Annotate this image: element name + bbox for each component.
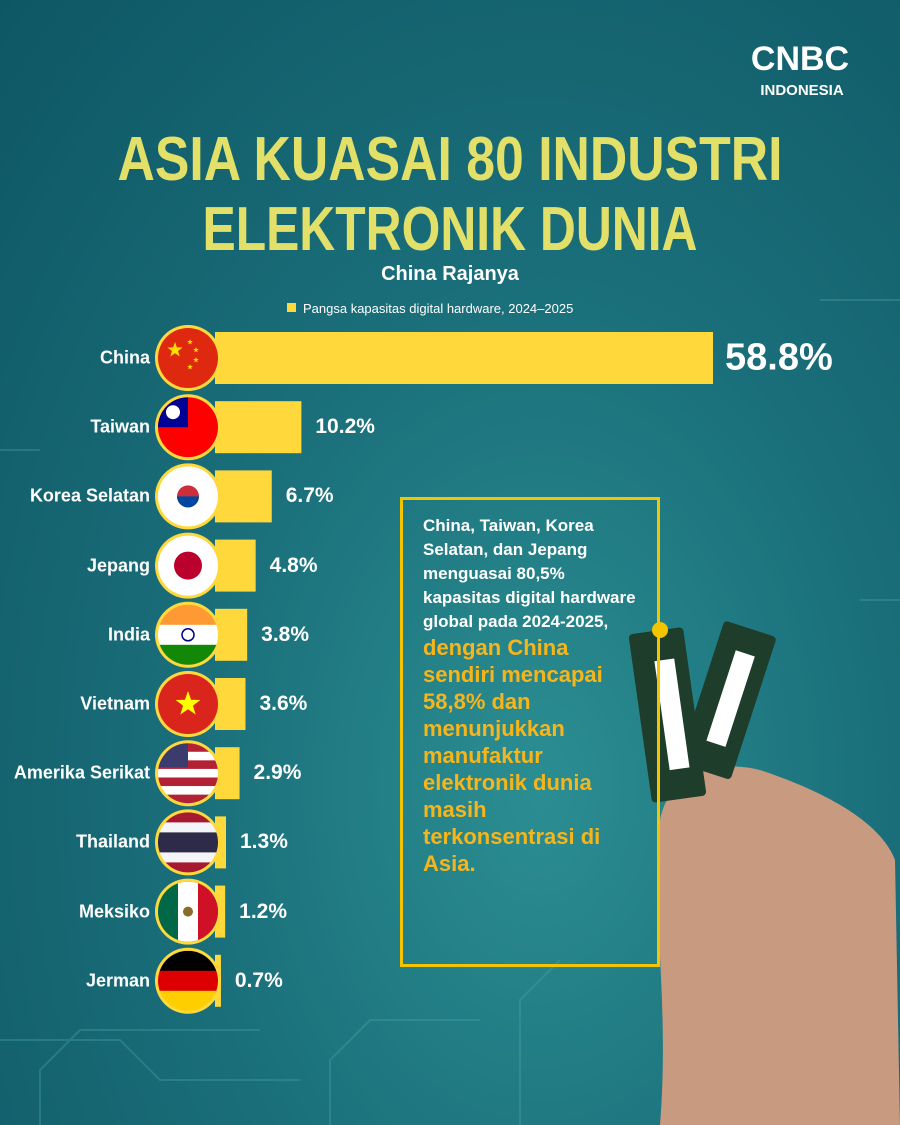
hand	[628, 621, 900, 1125]
flag-part	[158, 794, 218, 804]
chart-title: ASIA KUASAI 80 INDUSTRI	[118, 125, 783, 194]
category-label: Meksiko	[78, 901, 150, 922]
value-label: 58.8%	[725, 336, 833, 379]
flag-part	[158, 644, 218, 665]
flag-part	[158, 328, 218, 388]
bar	[215, 401, 302, 454]
chart-subtitle: China Rajanya	[381, 263, 520, 285]
category-label: Korea Selatan	[29, 485, 150, 506]
flag	[158, 466, 218, 527]
legend-swatch	[287, 303, 296, 312]
flag	[158, 674, 218, 734]
category-label: Taiwan	[90, 416, 150, 437]
category-label: Jerman	[85, 970, 150, 991]
category-label: Thailand	[75, 831, 150, 852]
category-label: Jepang	[86, 555, 150, 576]
flag-part	[158, 862, 218, 873]
flag-part	[174, 551, 202, 580]
value-label: 3.8%	[261, 622, 310, 646]
value-label: 10.2%	[315, 415, 375, 439]
flag-part	[158, 624, 218, 646]
flag	[158, 881, 218, 942]
flag-part	[193, 357, 199, 363]
flag-part	[158, 990, 218, 1011]
category-label: China	[99, 347, 150, 368]
flag-part	[181, 628, 195, 642]
flag-part	[193, 347, 199, 353]
bar	[215, 470, 272, 523]
flag-part	[158, 777, 218, 787]
value-label: 4.8%	[269, 553, 318, 577]
category-label: Amerika Serikat	[13, 762, 150, 783]
flag-part	[167, 342, 183, 357]
legend-label: Pangsa kapasitas digital hardware, 2024–…	[303, 301, 573, 316]
value-label: 2.9%	[253, 761, 302, 785]
value-label: 6.7%	[285, 484, 334, 508]
brand-logo: CNBC	[751, 40, 849, 78]
flag	[158, 328, 218, 388]
value-label: 1.3%	[240, 830, 288, 854]
annotation-highlight: dengan China sendiri mencapai 58,8% dan …	[423, 635, 603, 876]
category-label: Vietnam	[80, 693, 150, 714]
flag	[158, 950, 218, 1011]
bar	[215, 332, 713, 384]
flag-part	[158, 822, 218, 833]
flag	[158, 812, 218, 873]
flag	[158, 397, 218, 458]
flag-part	[158, 812, 218, 823]
flag-part	[187, 364, 193, 370]
flag	[158, 604, 218, 665]
value-label: 3.6%	[259, 692, 308, 715]
flag-part	[175, 691, 201, 715]
annotation: China, Taiwan, Korea Selatan, dan Jepang…	[400, 497, 660, 967]
flag-part	[183, 906, 193, 917]
flag-part	[158, 970, 218, 992]
annotation-text: China, Taiwan, Korea Selatan, dan Jepang…	[423, 516, 636, 631]
flag-part	[166, 405, 180, 420]
category-label: India	[107, 624, 150, 645]
flag	[158, 535, 218, 596]
flag-part	[158, 768, 218, 778]
flag-part	[158, 604, 218, 626]
flag-part	[198, 881, 218, 942]
bar	[215, 539, 256, 592]
brand-sub: INDONESIA	[760, 82, 844, 99]
flag-part	[158, 950, 218, 972]
flag-part	[158, 852, 218, 863]
chart-title: ELEKTRONIK DUNIA	[203, 195, 698, 264]
flag-part	[177, 496, 199, 508]
value-label: 0.7%	[234, 968, 283, 992]
flag-part	[158, 832, 218, 853]
value-label: 1.2%	[239, 899, 288, 923]
flag-part	[158, 786, 218, 796]
flag-part	[187, 339, 193, 345]
